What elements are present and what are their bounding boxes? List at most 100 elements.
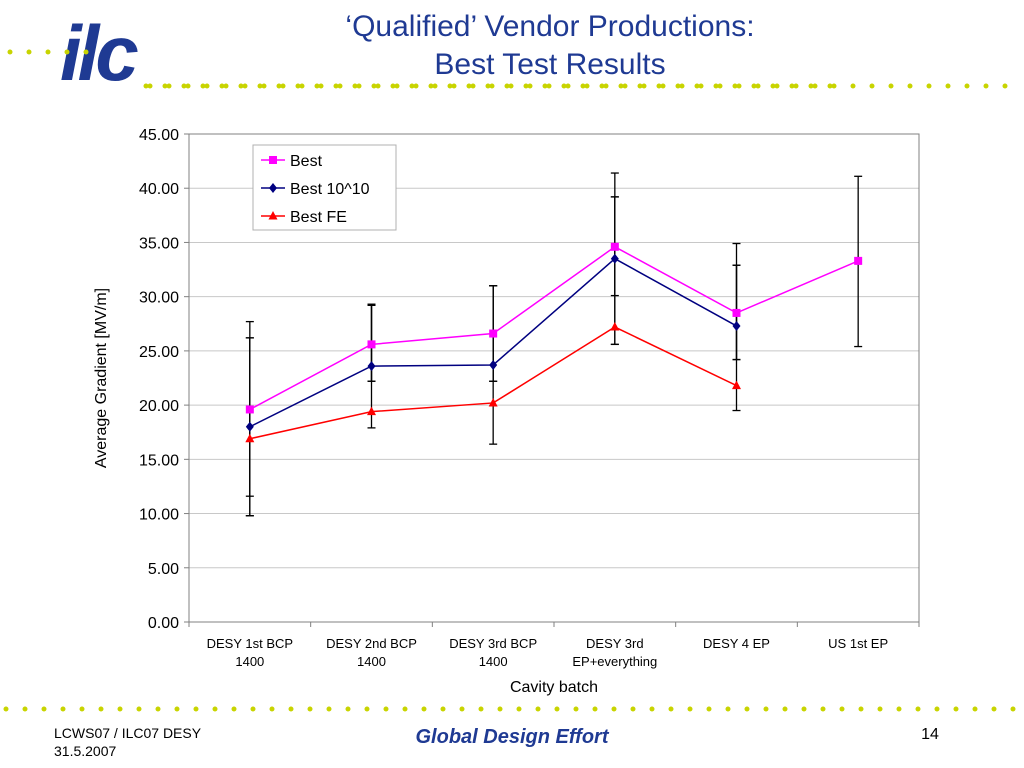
y-tick-label: 45.00 xyxy=(139,127,179,144)
decor-dot xyxy=(307,706,313,712)
decor-dot xyxy=(630,706,636,712)
y-tick-label: 25.00 xyxy=(139,344,179,361)
decor-dot xyxy=(546,83,552,89)
y-tick-label: 20.00 xyxy=(139,398,179,415)
decor-dot xyxy=(497,706,503,712)
decor-dot xyxy=(831,83,837,89)
decor-dot xyxy=(736,83,742,89)
decor-dot xyxy=(641,83,647,89)
series-lines xyxy=(249,245,859,440)
decor-dot xyxy=(185,83,191,89)
decor-dot xyxy=(527,83,533,89)
decor-dot xyxy=(561,83,567,89)
decor-dot xyxy=(820,706,826,712)
footer-conference-line-2: 31.5.2007 xyxy=(54,743,117,759)
y-tick-label: 5.00 xyxy=(148,561,179,578)
decor-dot xyxy=(687,706,693,712)
decor-dot xyxy=(896,706,902,712)
legend-label: Best xyxy=(290,153,323,170)
decor-dot xyxy=(375,83,381,89)
decor-dot xyxy=(409,83,415,89)
decor-dot xyxy=(364,706,370,712)
decor-dot xyxy=(345,706,351,712)
decor-dot xyxy=(945,83,951,89)
decor-dot xyxy=(64,49,70,55)
decor-dot xyxy=(812,83,818,89)
decor-dot xyxy=(915,706,921,712)
decor-dot xyxy=(79,706,85,712)
decor-dot xyxy=(276,83,282,89)
decor-dot xyxy=(801,706,807,712)
decor-dot xyxy=(660,83,666,89)
decor-dot xyxy=(770,83,776,89)
decor-dot xyxy=(706,706,712,712)
decor-dot xyxy=(98,706,104,712)
legend-marker xyxy=(269,183,277,193)
decor-dot xyxy=(295,83,301,89)
decor-dot xyxy=(622,83,628,89)
data-point xyxy=(245,421,254,432)
decor-dot xyxy=(763,706,769,712)
footer-title: Global Design Effort xyxy=(415,726,609,748)
decor-dot xyxy=(934,706,940,712)
gradient-chart: 0.00 5.00 10.00 15.00 20.00 25.00 30.00 35.00 40… xyxy=(93,127,920,696)
legend-marker xyxy=(268,211,278,220)
decor-dot xyxy=(204,83,210,89)
decor-dot xyxy=(554,706,560,712)
data-point xyxy=(732,308,741,317)
decor-dot xyxy=(459,706,465,712)
decor-dot xyxy=(181,83,187,89)
decor-dot xyxy=(637,83,643,89)
data-point xyxy=(610,242,619,251)
decor-dot xyxy=(383,706,389,712)
decor-dot xyxy=(261,83,267,89)
decor-dot xyxy=(299,83,305,89)
decor-dot xyxy=(451,83,457,89)
x-tick-labels: DESY 1st BCP 1400 DESY 2nd BCP 1400 DESY 3rd… xyxy=(188,622,920,669)
decor-dot xyxy=(926,83,932,89)
decor-dot xyxy=(200,83,206,89)
page-number: 14 xyxy=(921,726,939,743)
decor-dot xyxy=(231,706,237,712)
decor-dot xyxy=(318,83,324,89)
y-tick-label: 0.00 xyxy=(148,615,179,632)
decor-dot xyxy=(45,49,51,55)
top-dot-divider xyxy=(7,49,1008,89)
data-point xyxy=(489,359,498,370)
decor-dot xyxy=(402,706,408,712)
data-point xyxy=(732,380,741,390)
decor-dot xyxy=(257,83,263,89)
ilc-logo: ilc xyxy=(60,14,140,90)
legend-marker xyxy=(269,156,277,164)
decor-dot xyxy=(352,83,358,89)
y-tick-label: 40.00 xyxy=(139,181,179,198)
decor-dot xyxy=(649,706,655,712)
decor-dot xyxy=(888,83,894,89)
y-axis-label: Average Gradient [MV/m] xyxy=(93,288,110,468)
data-point xyxy=(488,397,498,407)
decor-dot xyxy=(314,83,320,89)
decor-dot xyxy=(356,83,362,89)
data-point xyxy=(610,253,619,264)
decor-dot xyxy=(478,706,484,712)
x-tick-label: DESY 3rd xyxy=(586,636,644,651)
footer-conference: LCWS07 / ILC07 DESY 31.5.2007 xyxy=(54,724,201,760)
decor-dot xyxy=(428,83,434,89)
decor-dot xyxy=(223,83,229,89)
decor-dot xyxy=(60,706,66,712)
decor-dot xyxy=(466,83,472,89)
x-axis-label: Cavity batch xyxy=(510,679,598,696)
x-tick-label: 1400 xyxy=(479,654,508,669)
decor-dot xyxy=(166,83,172,89)
decor-dot xyxy=(850,83,856,89)
decor-dot xyxy=(508,83,514,89)
decor-dot xyxy=(877,706,883,712)
x-tick-label: US 1st EP xyxy=(828,636,888,651)
data-point xyxy=(245,433,255,443)
decor-dot xyxy=(485,83,491,89)
decor-dot xyxy=(808,83,814,89)
decor-dot xyxy=(242,83,248,89)
decor-dot xyxy=(679,83,685,89)
decor-dot xyxy=(174,706,180,712)
title-line-2: Best Test Results xyxy=(434,48,666,81)
